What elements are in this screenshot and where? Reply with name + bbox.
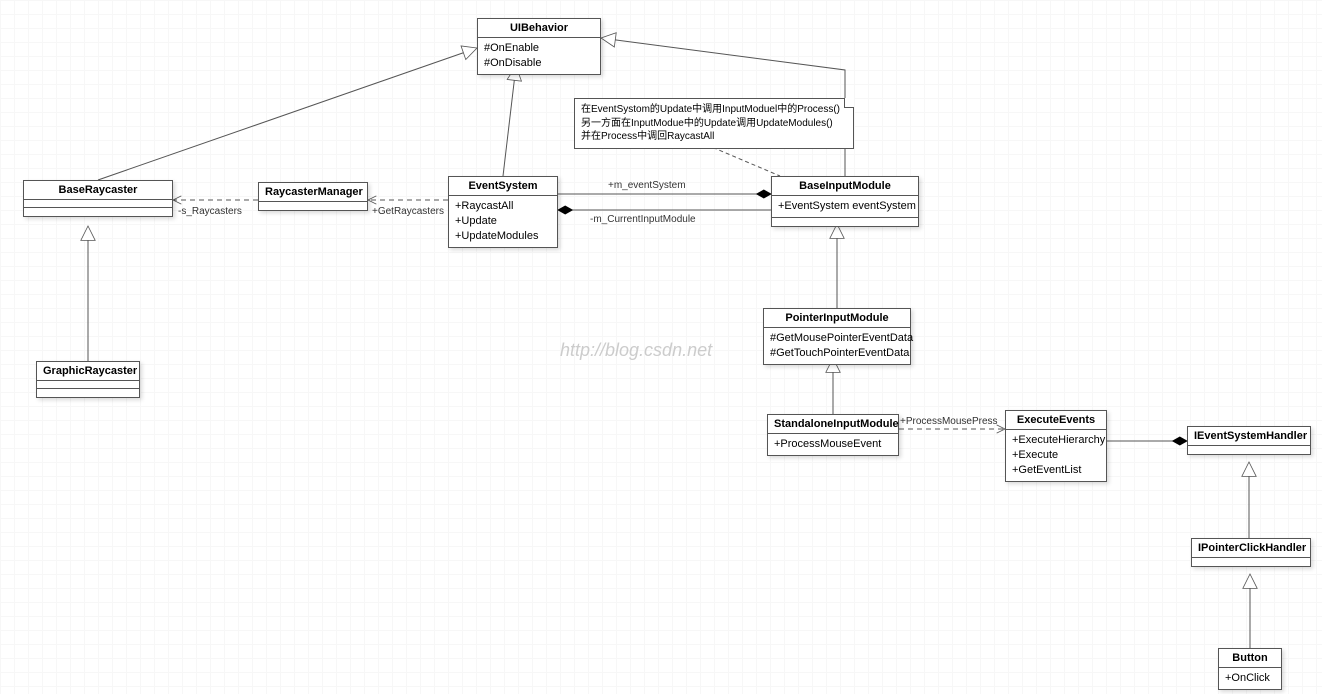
class-title: Button xyxy=(1219,649,1281,668)
class-member: #OnEnable xyxy=(484,41,594,56)
class-members: +RaycastAll+Update+UpdateModules xyxy=(449,196,557,247)
class-title: IEventSystemHandler xyxy=(1188,427,1310,446)
note-line: 另一方面在InputModue中的Update调用UpdateModules() xyxy=(581,117,847,131)
edge-label: -s_Raycasters xyxy=(178,206,242,217)
class-pointerinputmodule: PointerInputModule#GetMousePointerEventD… xyxy=(763,308,911,365)
class-empty-section xyxy=(37,381,139,389)
class-ieventsystemhandler: IEventSystemHandler xyxy=(1187,426,1311,455)
class-member: +RaycastAll xyxy=(455,199,551,214)
note-fold-icon xyxy=(844,98,854,108)
class-title: GraphicRaycaster xyxy=(37,362,139,381)
class-title: EventSystem xyxy=(449,177,557,196)
class-member: +Update xyxy=(455,214,551,229)
class-title: StandaloneInputModule xyxy=(768,415,898,434)
edge-label: +GetRaycasters xyxy=(372,206,444,217)
edge-generalization xyxy=(98,48,477,180)
note-line: 在EventSystom的Update中调用InputModuel中的Proce… xyxy=(581,103,847,117)
class-title: PointerInputModule xyxy=(764,309,910,328)
class-baseinputmodule: BaseInputModule +EventSystem eventSystem xyxy=(771,176,919,227)
class-eventsystem: EventSystem+RaycastAll+Update+UpdateModu… xyxy=(448,176,558,248)
edge-label: +m_eventSystem xyxy=(608,180,686,191)
class-member: #GetMousePointerEventData xyxy=(770,331,904,346)
note: 在EventSystom的Update中调用InputModuel中的Proce… xyxy=(574,98,854,149)
class-empty-section xyxy=(259,202,367,210)
class-member: +UpdateModules xyxy=(455,229,551,244)
class-title: ExecuteEvents xyxy=(1006,411,1106,430)
class-member: #GetTouchPointerEventData xyxy=(770,346,904,361)
class-member: +EventSystem eventSystem xyxy=(778,199,912,214)
class-member: +ExecuteHierarchy xyxy=(1012,433,1100,448)
class-title: IPointerClickHandler xyxy=(1192,539,1310,558)
class-member: +GetEventList xyxy=(1012,463,1100,478)
edge-label: +ProcessMousePress xyxy=(900,416,998,427)
class-empty-section xyxy=(772,218,918,226)
edge-generalization xyxy=(503,66,516,176)
class-member: +OnClick xyxy=(1225,671,1275,686)
class-title: RaycasterManager xyxy=(259,183,367,202)
class-members: +ExecuteHierarchy+Execute+GetEventList xyxy=(1006,430,1106,481)
class-empty-section xyxy=(24,200,172,208)
watermark: http://blog.csdn.net xyxy=(560,340,712,361)
class-empty-section xyxy=(37,389,139,397)
class-empty-section xyxy=(1192,558,1310,566)
class-member: #OnDisable xyxy=(484,56,594,71)
class-member: +Execute xyxy=(1012,448,1100,463)
note-line: 并在Process中调回RaycastAll xyxy=(581,130,847,144)
class-button: Button +OnClick xyxy=(1218,648,1282,690)
class-baseraycaster: BaseRaycaster xyxy=(23,180,173,217)
class-empty-section xyxy=(24,208,172,216)
class-uibehavior: UIBehavior#OnEnable#OnDisable xyxy=(477,18,601,75)
class-title: BaseRaycaster xyxy=(24,181,172,200)
class-members: #OnEnable#OnDisable xyxy=(478,38,600,74)
class-ipointerclickhandler: IPointerClickHandler xyxy=(1191,538,1311,567)
class-empty-section xyxy=(1188,446,1310,454)
class-executeevents: ExecuteEvents+ExecuteHierarchy+Execute+G… xyxy=(1005,410,1107,482)
class-member: +ProcessMouseEvent xyxy=(774,437,892,452)
class-members: #GetMousePointerEventData#GetTouchPointe… xyxy=(764,328,910,364)
class-graphicraycaster: GraphicRaycaster xyxy=(36,361,140,398)
class-raycastermanager: RaycasterManager xyxy=(258,182,368,211)
class-standaloneinputmodule: StandaloneInputModule +ProcessMouseEvent xyxy=(767,414,899,456)
edge-label: -m_CurrentInputModule xyxy=(590,214,696,225)
class-title: UIBehavior xyxy=(478,19,600,38)
class-members: +OnClick xyxy=(1219,668,1281,689)
class-members: +EventSystem eventSystem xyxy=(772,196,918,218)
class-title: BaseInputModule xyxy=(772,177,918,196)
class-members: +ProcessMouseEvent xyxy=(768,434,898,455)
